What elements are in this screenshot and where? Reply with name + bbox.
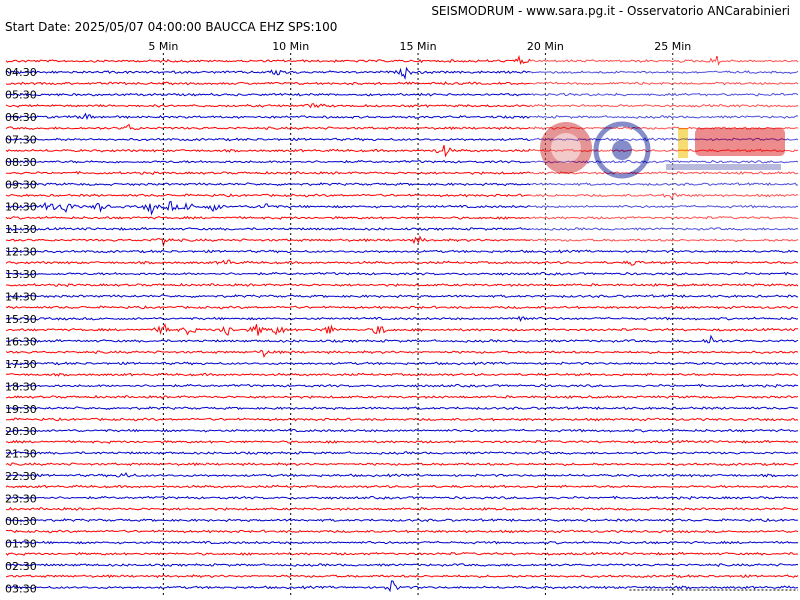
trace-row-46 bbox=[5, 574, 799, 579]
x-tick-label: 10 Min bbox=[272, 40, 309, 53]
trace-row-23 bbox=[5, 315, 799, 322]
chart-subtitle: Start Date: 2025/05/07 04:00:00 BAUCCA E… bbox=[5, 20, 338, 34]
row-label: 10:30 bbox=[5, 201, 37, 214]
trace-row-40 bbox=[5, 506, 799, 511]
row-label: 11:30 bbox=[5, 223, 37, 236]
trace-row-18 bbox=[5, 259, 799, 266]
row-label: 17:30 bbox=[5, 358, 37, 371]
trace-row-41 bbox=[5, 518, 799, 523]
trace-row-9 bbox=[5, 159, 799, 164]
trace-row-14 bbox=[5, 215, 799, 220]
trace-row-37 bbox=[5, 472, 799, 478]
row-label: 01:30 bbox=[5, 537, 37, 550]
trace-row-45 bbox=[5, 563, 799, 567]
trace-row-38 bbox=[5, 484, 799, 489]
trace-row-36 bbox=[5, 462, 799, 467]
row-label: 16:30 bbox=[5, 335, 37, 348]
trace-row-35 bbox=[5, 451, 799, 455]
trace-row-31 bbox=[5, 406, 799, 411]
trace-row-24 bbox=[5, 323, 799, 336]
row-label: 02:30 bbox=[5, 560, 37, 573]
trace-row-47 bbox=[5, 580, 799, 593]
trace-row-33 bbox=[5, 428, 799, 433]
x-tick-label: 20 Min bbox=[527, 40, 564, 53]
trace-row-8 bbox=[5, 144, 799, 158]
row-label: 05:30 bbox=[5, 88, 37, 101]
trace-row-13 bbox=[5, 200, 799, 216]
seismic-traces bbox=[5, 54, 799, 593]
trace-row-32 bbox=[5, 417, 799, 422]
trace-row-39 bbox=[5, 495, 799, 500]
trace-row-27 bbox=[5, 361, 799, 366]
trace-row-15 bbox=[5, 226, 799, 231]
row-label: 21:30 bbox=[5, 448, 37, 461]
trace-row-10 bbox=[5, 170, 799, 176]
row-time-labels: 04:30 05:30 06:30 07:30 08:30 09:30 10:30 11:30… bbox=[5, 66, 37, 595]
trace-row-29 bbox=[6, 383, 799, 388]
trace-row-21 bbox=[6, 294, 799, 299]
trace-row-5 bbox=[5, 112, 799, 121]
row-label: 04:30 bbox=[5, 66, 37, 79]
row-label: 19:30 bbox=[5, 403, 37, 416]
trace-row-19 bbox=[5, 271, 799, 276]
row-label: 22:30 bbox=[5, 470, 37, 483]
row-label: 00:30 bbox=[5, 515, 37, 528]
trace-row-26 bbox=[5, 349, 799, 359]
row-label: 03:30 bbox=[5, 582, 37, 595]
row-label: 09:30 bbox=[5, 178, 37, 191]
row-label: 20:30 bbox=[5, 425, 37, 438]
trace-row-28 bbox=[5, 372, 799, 377]
row-label: 06:30 bbox=[5, 111, 37, 124]
trace-row-4 bbox=[5, 103, 799, 109]
trace-row-20 bbox=[6, 282, 799, 288]
trace-row-3 bbox=[5, 92, 799, 97]
row-label: 07:30 bbox=[5, 133, 37, 146]
trace-row-7 bbox=[5, 137, 799, 142]
row-label: 12:30 bbox=[5, 246, 37, 259]
chart-title: SEISMODRUM - www.sara.pg.it - Osservator… bbox=[431, 4, 790, 18]
watermark bbox=[530, 58, 800, 244]
trace-row-16 bbox=[5, 235, 799, 248]
trace-row-30 bbox=[5, 394, 799, 399]
trace-row-22 bbox=[5, 305, 799, 310]
x-tick-label: 5 Min bbox=[148, 40, 178, 53]
trace-row-44 bbox=[5, 551, 798, 556]
trace-row-25 bbox=[6, 334, 799, 344]
trace-row-12 bbox=[5, 192, 798, 201]
row-label: 23:30 bbox=[5, 493, 37, 506]
trace-row-34 bbox=[5, 439, 799, 444]
row-label: 18:30 bbox=[5, 380, 37, 393]
trace-row-0 bbox=[5, 54, 799, 67]
row-label: 15:30 bbox=[5, 313, 37, 326]
trace-row-11 bbox=[5, 182, 799, 187]
trace-row-1 bbox=[5, 66, 799, 81]
row-label: 13:30 bbox=[5, 268, 37, 281]
row-label: 14:30 bbox=[5, 291, 37, 304]
x-tick-label: 25 Min bbox=[654, 40, 691, 53]
trace-row-17 bbox=[5, 249, 799, 254]
x-axis-ticks: 5 Min 10 Min 15 Min 20 Min 25 Min bbox=[148, 40, 691, 53]
trace-row-43 bbox=[6, 540, 799, 545]
row-label: 08:30 bbox=[5, 156, 37, 169]
trace-row-42 bbox=[5, 529, 799, 534]
trace-row-2 bbox=[5, 81, 799, 86]
x-tick-label: 15 Min bbox=[400, 40, 437, 53]
trace-row-6 bbox=[5, 123, 799, 131]
